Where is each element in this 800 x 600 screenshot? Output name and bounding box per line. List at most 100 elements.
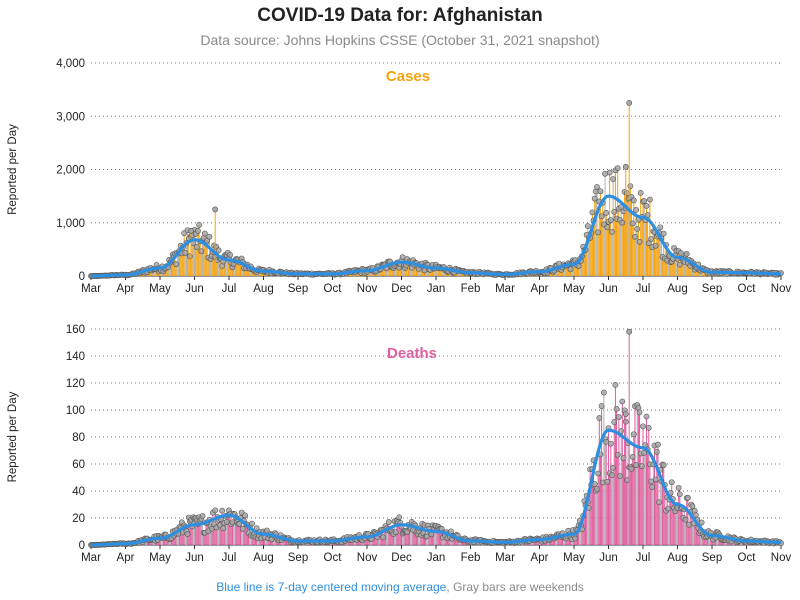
bar (260, 538, 262, 545)
data-point (610, 464, 616, 471)
panel-title: Cases (386, 68, 430, 85)
bar (597, 473, 599, 545)
bar (180, 528, 182, 545)
x-tick-label: Aug (253, 283, 273, 295)
bar (238, 523, 240, 545)
bar (405, 265, 407, 276)
data-point (617, 473, 623, 479)
bar (574, 538, 576, 545)
bar (231, 522, 233, 545)
bar (683, 261, 685, 276)
bar (682, 517, 684, 545)
moving-average-line (90, 194, 782, 278)
bar (216, 517, 219, 545)
data-point (239, 525, 246, 532)
bar (239, 517, 242, 545)
data-point (198, 248, 205, 255)
bar (565, 265, 567, 276)
bar (687, 497, 689, 545)
data-point (660, 230, 667, 237)
y-tick-label: 3,000 (56, 111, 85, 123)
bar (645, 416, 647, 545)
spike-point (212, 206, 219, 213)
data-point (186, 253, 193, 260)
data-point (199, 513, 206, 519)
x-tick-label: Nov (771, 283, 792, 295)
bar (444, 535, 446, 545)
spike-point (188, 227, 194, 234)
bar (612, 467, 614, 545)
bar (564, 265, 566, 276)
bar (191, 526, 193, 545)
bar (611, 231, 613, 276)
bar (204, 532, 206, 545)
y-tick-label: 20 (72, 513, 85, 525)
bar (643, 200, 645, 276)
x-tick-label: Aug (667, 283, 687, 295)
bar (650, 239, 652, 276)
x-tick-label: Feb (461, 283, 481, 295)
x-tick-label: Apr (117, 552, 135, 564)
bar (668, 255, 670, 276)
bar (666, 260, 668, 276)
x-tick-label: Jun (185, 552, 204, 564)
bar (422, 533, 424, 545)
bar (181, 253, 183, 276)
bar (404, 530, 406, 545)
bar (657, 444, 659, 545)
bar (619, 476, 621, 545)
bar (619, 220, 621, 276)
data-point (641, 197, 648, 204)
bar (581, 256, 583, 276)
bar (591, 212, 593, 276)
bar (681, 258, 683, 276)
x-tick-label: Nov (357, 552, 378, 564)
bar (185, 242, 187, 276)
bar (626, 480, 628, 545)
bar (391, 267, 393, 276)
bar (596, 488, 598, 545)
bar (231, 267, 233, 276)
bar (184, 527, 186, 545)
bar (621, 222, 623, 276)
bar (192, 517, 194, 545)
bar (179, 250, 181, 276)
bar (415, 532, 417, 545)
data-point (615, 414, 622, 420)
bar (435, 525, 437, 545)
y-tick-label: 1,000 (56, 218, 85, 230)
data-point (236, 521, 243, 527)
data-point (589, 209, 596, 216)
bar (697, 527, 699, 545)
data-point (206, 233, 213, 240)
bar (614, 170, 616, 276)
bar (407, 524, 409, 545)
data-point (632, 233, 638, 240)
bar (699, 531, 702, 545)
bar (627, 443, 629, 545)
bar (177, 533, 179, 545)
bar (197, 524, 199, 545)
bar (689, 265, 691, 276)
bar (176, 529, 178, 545)
deaths-panel: 0 20 40 60 80 100 120 140 160 Mar Apr May Jun Jul Aug S… (7, 324, 791, 564)
data-point (652, 242, 659, 249)
bar (184, 252, 186, 276)
bar (675, 250, 677, 276)
bar (248, 267, 250, 276)
bar (655, 245, 657, 276)
bar (571, 539, 573, 545)
bar (438, 266, 440, 276)
data-point (421, 267, 428, 274)
x-tick-label: Jan (427, 283, 446, 295)
bar (633, 434, 635, 545)
bar (687, 263, 689, 276)
bar (180, 245, 182, 276)
bar (657, 234, 659, 276)
bar (584, 249, 587, 276)
bar (429, 532, 431, 545)
bar (284, 538, 286, 545)
bar (656, 451, 658, 545)
bar (653, 232, 656, 276)
